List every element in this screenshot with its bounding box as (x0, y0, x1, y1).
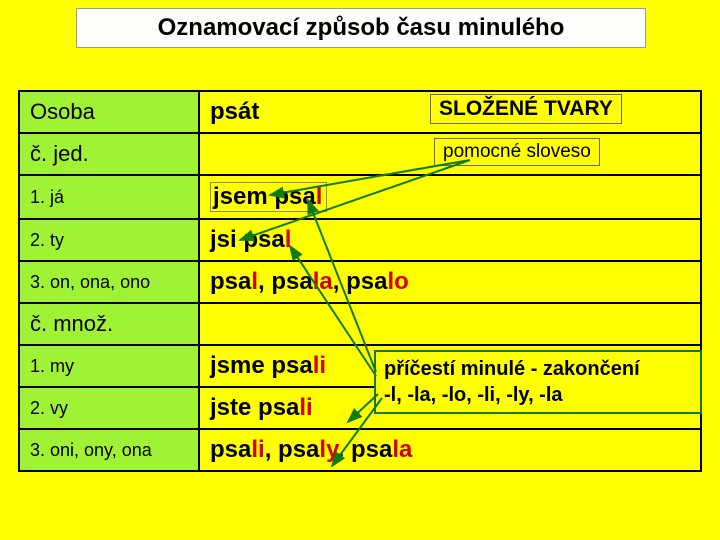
header-osoba: Osoba (19, 91, 199, 133)
row4-label: 1. my (19, 345, 199, 387)
header-cmnoz: č. množ. (19, 303, 199, 345)
row3-label: 3. on, ona, ono (19, 261, 199, 303)
row1-label: 1. já (19, 175, 199, 219)
row2-forms: jsi psal (199, 219, 701, 261)
row6-forms: psali, psaly, psala (199, 429, 701, 471)
title-text: Oznamovací způsob času minulého (158, 14, 565, 42)
row2-label: 2. ty (19, 219, 199, 261)
badge-pricesti-minule: příčestí minulé - zakončení -l, -la, -lo… (374, 350, 702, 414)
header-cjed: č. jed. (19, 133, 199, 175)
row3-forms: psal, psala, psalo (199, 261, 701, 303)
cell-empty-2 (199, 303, 701, 345)
badge-slozene-tvary: SLOŽENÉ TVARY (430, 94, 622, 124)
row5-label: 2. vy (19, 387, 199, 429)
row1-forms: jsem psal (199, 175, 701, 219)
row1-box: jsem psal (210, 182, 327, 212)
row6-label: 3. oni, ony, ona (19, 429, 199, 471)
badge-pomocne-sloveso: pomocné sloveso (434, 138, 600, 166)
page-title: Oznamovací způsob času minulého (76, 8, 646, 48)
